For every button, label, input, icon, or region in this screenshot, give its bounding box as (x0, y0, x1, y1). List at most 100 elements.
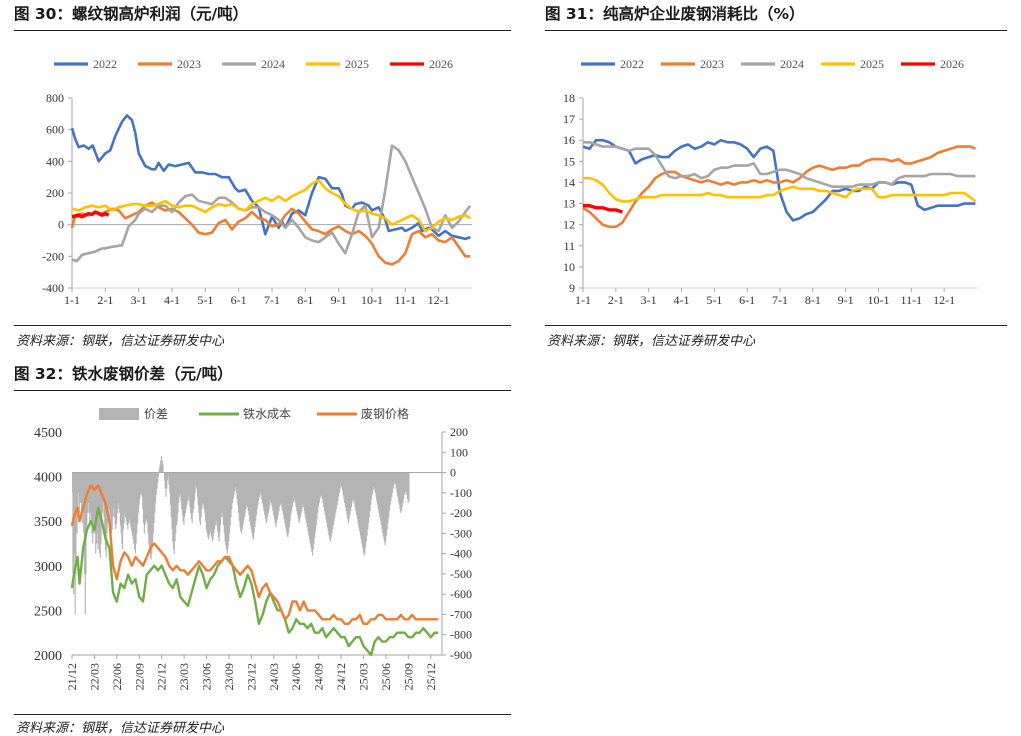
fig32-bar (268, 472, 270, 509)
fig32-bar (73, 472, 75, 595)
fig32-bar (383, 472, 385, 542)
fig32-bar (150, 472, 152, 560)
fig32-left-tick-2500: 2500 (34, 604, 62, 619)
fig32-bar (208, 472, 210, 536)
fig30-legend-item-2025: 2025 (306, 57, 369, 71)
fig32-bar (129, 472, 131, 524)
fig32-bar (404, 472, 406, 493)
fig31-y-tick-14: 14 (563, 175, 575, 189)
fig32-right-tick-700: -700 (450, 607, 472, 621)
fig32-bar (143, 472, 145, 534)
figure-30-source-rule (14, 325, 511, 326)
fig32-bar (232, 472, 234, 499)
fig32-bar (90, 472, 92, 524)
fig32-bar (365, 472, 367, 548)
fig32-bar (345, 472, 347, 511)
fig31-legend: 2022 2023 2024 2025 2026 (581, 57, 964, 71)
fig32-bar (191, 472, 193, 524)
fig32-bar (338, 472, 340, 497)
fig32-bar (239, 472, 241, 528)
fig32-right-tick-400: -400 (450, 547, 472, 561)
fig32-bar (80, 472, 82, 503)
fig32-bar (320, 472, 322, 497)
fig32-bar (218, 472, 220, 542)
figure-31-title-rule (545, 30, 1007, 31)
fig32-bar (354, 472, 356, 507)
fig32-bar (349, 472, 351, 516)
fig32-bar (388, 472, 391, 511)
fig32-bar (200, 472, 202, 518)
fig32-bar (92, 472, 95, 534)
fig32-bar (225, 472, 227, 546)
fig32-bar (308, 472, 310, 536)
fig32-bar (332, 472, 334, 530)
figure-31-chart: 2022 2023 2024 2025 2026 9 10 11 12 13 14 15 16 17 18 1… (563, 57, 977, 307)
fig32-legend: 价差 铁水成本 废钢价格 (99, 406, 409, 421)
fig32-bar (353, 472, 355, 503)
fig32-bar (246, 472, 249, 507)
fig32-bar (300, 472, 302, 513)
fig32-bar (142, 472, 144, 509)
fig32-bar (280, 472, 282, 503)
fig32-bar (158, 468, 160, 473)
fig32-bar (219, 472, 221, 534)
fig32-bar (265, 472, 267, 524)
fig30-x-tick-1-1: 1-1 (64, 293, 80, 307)
fig32-bar (292, 472, 294, 503)
fig32-x-tick-25-09: 25/09 (401, 663, 415, 690)
fig32-right-tick-200: 200 (450, 425, 468, 439)
fig31-legend-label-2022: 2022 (620, 57, 644, 71)
fig32-bar (112, 472, 114, 518)
fig32-bar (304, 472, 306, 516)
fig32-bar (204, 472, 206, 513)
fig32-bar (296, 472, 298, 511)
fig32-x-tick-25-12: 25/12 (424, 663, 438, 690)
fig32-bar (316, 472, 318, 520)
fig32-x-tick-25-03: 25/03 (357, 663, 371, 690)
fig32-bar (157, 472, 159, 483)
fig32-bar (250, 472, 252, 530)
fig32-bar (392, 472, 394, 489)
fig32-bar (369, 472, 371, 511)
fig32-bar (358, 472, 360, 528)
fig32-bar (364, 472, 366, 554)
fig32-bar (353, 472, 355, 499)
fig32-x-tick-24-09: 24/09 (312, 663, 326, 690)
fig32-bar (271, 472, 273, 507)
fig32-bar (254, 472, 256, 528)
fig32-bar (146, 472, 148, 524)
fig32-bar (139, 472, 141, 499)
fig32-bar (370, 472, 373, 499)
fig32-bar (190, 472, 192, 520)
fig32-bar (103, 472, 105, 518)
fig32-bar (329, 472, 331, 540)
fig32-bar (339, 472, 341, 489)
fig32-right-tick-800: -800 (450, 628, 472, 642)
fig32-bar (175, 472, 177, 534)
fig32-bar (201, 472, 203, 509)
fig32-bar (207, 472, 209, 538)
fig32-bar (387, 472, 389, 524)
fig32-bar (102, 472, 104, 503)
figure-31-source: 资料来源：钢联，信达证券研发中心 (547, 334, 756, 349)
fig32-bar (285, 472, 287, 532)
fig32-bar (109, 472, 111, 518)
fig32-bar (320, 472, 323, 495)
fig32-bar (236, 472, 238, 499)
fig32-bar (313, 472, 315, 544)
fig32-bar (240, 472, 243, 534)
fig32-bar (406, 472, 408, 495)
figure-30-title-rule (14, 30, 511, 31)
fig32-bar (400, 472, 402, 513)
fig32-bar (374, 472, 376, 493)
fig32-bar (273, 472, 275, 520)
fig32-bar (283, 472, 285, 520)
fig30-y-tick-400: 400 (46, 154, 64, 168)
fig32-bar (222, 472, 224, 518)
fig32-bar (262, 472, 264, 507)
fig32-bar (289, 472, 291, 522)
fig32-bar (368, 472, 370, 524)
fig32-bar (152, 472, 154, 534)
fig32-bar (298, 472, 300, 524)
fig32-bar (342, 472, 344, 495)
